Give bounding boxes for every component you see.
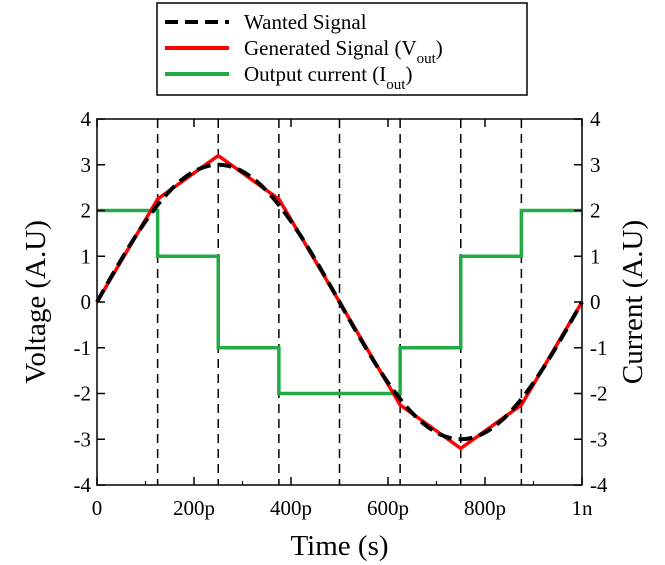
axis-ticks — [96, 118, 583, 486]
y-tick-label: -4 — [74, 473, 92, 497]
y-tick-label: 3 — [81, 153, 92, 177]
legend-label: Wanted Signal — [244, 10, 367, 34]
x-tick-label: 400p — [270, 496, 312, 520]
x-tick-label: 0 — [92, 496, 103, 520]
y2-tick-label: -3 — [590, 427, 608, 451]
series-output-current-iout — [97, 208, 582, 396]
y-tick-label: 4 — [81, 107, 92, 131]
y2-tick-label: 2 — [590, 199, 601, 223]
y2-tick-label: -2 — [590, 382, 608, 406]
x-axis-title: Time (s) — [290, 530, 388, 562]
series-wanted-signal — [95, 162, 584, 442]
series-layer — [95, 153, 584, 451]
y-axis-title: Voltage (A.U) — [20, 220, 52, 384]
y2-tick-label: 3 — [590, 153, 601, 177]
y-tick-label: 0 — [81, 290, 92, 314]
y2-tick-label: 4 — [590, 107, 601, 131]
y-tick-label: 2 — [81, 199, 92, 223]
x-tick-label: 800p — [464, 496, 506, 520]
tick-labels: 0 200p 400p 600p 800p 1n-4-3-2-101234-4-3-2-1… — [74, 107, 608, 520]
y-tick-label: -1 — [74, 336, 92, 360]
y2-tick-label: -4 — [590, 473, 608, 497]
x-tick-label: 600p — [367, 496, 409, 520]
y2-tick-label: -1 — [590, 336, 608, 360]
y2-tick-label: 0 — [590, 290, 601, 314]
vertical-dashed-lines — [156, 119, 523, 485]
y-tick-label: -2 — [74, 382, 92, 406]
x-tick-label: 1n — [572, 496, 594, 520]
y-tick-label: -3 — [74, 427, 92, 451]
y2-axis-title: Current (A.U) — [617, 220, 649, 384]
y2-tick-label: 1 — [590, 244, 601, 268]
x-tick-label: 200p — [173, 496, 215, 520]
y-tick-label: 1 — [81, 244, 92, 268]
